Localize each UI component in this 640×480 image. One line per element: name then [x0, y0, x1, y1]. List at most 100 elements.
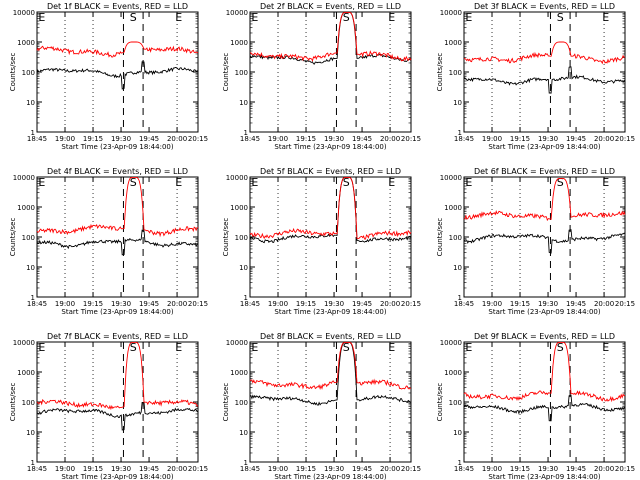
x-tick-label: 19:30	[111, 135, 131, 143]
x-tick-label: 18:45	[27, 135, 47, 143]
interval-marker-s: S	[557, 11, 564, 24]
y-tick-label: 1	[31, 129, 35, 137]
plot-frame	[249, 176, 412, 298]
x-tick-label: 19:45	[566, 300, 586, 308]
interval-marker-e: E	[602, 176, 609, 189]
y-axis-label: Counts/sec	[9, 383, 17, 422]
x-tick-label: 19:15	[296, 300, 316, 308]
y-tick-label: 100	[22, 399, 35, 407]
y-tick-label: 100	[449, 234, 462, 242]
y-axis-label: Counts/sec	[222, 383, 230, 422]
y-tick-label: 1	[244, 129, 248, 137]
y-tick-label: 1000	[230, 369, 248, 377]
x-tick-label: 18:45	[454, 300, 474, 308]
y-tick-label: 10000	[440, 174, 462, 182]
x-tick-label: 19:30	[538, 465, 558, 473]
interval-marker-s: S	[130, 341, 137, 354]
x-tick-label: 20:15	[615, 135, 635, 143]
series-events-line	[463, 66, 626, 94]
panel-title: Det 5f BLACK = Events, RED = LLD	[260, 167, 401, 176]
panel-5: Det 5f BLACK = Events, RED = LLD 1 10 100 10…	[222, 167, 421, 316]
y-tick-label: 100	[235, 234, 248, 242]
x-tick-label: 19:15	[510, 135, 530, 143]
y-tick-label: 1	[31, 459, 35, 467]
plot-frame	[463, 11, 626, 133]
panel-9: Det 9f BLACK = Events, RED = LLD 1 10 100 10…	[436, 332, 635, 480]
series-events-line	[463, 394, 625, 422]
y-tick-label: 10000	[13, 339, 35, 347]
y-tick-label: 100	[449, 399, 462, 407]
series-lld-line	[249, 176, 412, 240]
y-tick-label: 1	[458, 294, 462, 302]
x-tick-label: 19:00	[268, 465, 288, 473]
y-tick-label: 10	[26, 264, 35, 272]
y-tick-label: 1	[244, 294, 248, 302]
interval-marker-e: E	[175, 176, 182, 189]
y-tick-label: 10000	[226, 9, 248, 17]
series-events-line	[249, 11, 412, 65]
x-tick-label: 19:00	[55, 465, 75, 473]
x-tick-label: 20:15	[188, 300, 208, 308]
x-tick-label: 19:00	[268, 135, 288, 143]
x-axis-label: Start Time (23-Apr-09 18:44:00)	[488, 143, 600, 151]
series-lld-line	[36, 341, 198, 411]
series-lld-line	[463, 41, 626, 65]
x-tick-label: 20:15	[188, 135, 208, 143]
x-tick-label: 19:30	[324, 300, 344, 308]
series-events-line	[37, 401, 199, 431]
x-tick-label: 20:15	[615, 465, 635, 473]
y-tick-label: 1	[31, 294, 35, 302]
y-axis-label: Counts/sec	[9, 218, 17, 257]
series-lld-line	[36, 41, 199, 58]
x-tick-label: 19:15	[510, 465, 530, 473]
interval-marker-e: E	[251, 11, 258, 24]
x-tick-label: 18:45	[240, 300, 260, 308]
x-axis-label: Start Time (23-Apr-09 18:44:00)	[488, 473, 600, 480]
x-tick-label: 20:00	[380, 300, 400, 308]
x-tick-label: 20:00	[380, 465, 400, 473]
interval-marker-e: E	[38, 341, 45, 354]
interval-marker-s: S	[130, 11, 137, 24]
y-tick-label: 10	[239, 429, 248, 437]
x-axis-label: Start Time (23-Apr-09 18:44:00)	[274, 473, 386, 480]
interval-marker-e: E	[465, 176, 472, 189]
y-tick-label: 10000	[440, 9, 462, 17]
x-tick-label: 20:00	[167, 300, 187, 308]
x-tick-label: 20:15	[401, 465, 421, 473]
series-lld-line	[463, 177, 626, 222]
interval-marker-s: S	[557, 341, 564, 354]
x-axis-label: Start Time (23-Apr-09 18:44:00)	[61, 308, 173, 316]
interval-marker-e: E	[388, 341, 395, 354]
panel-title: Det 9f BLACK = Events, RED = LLD	[474, 332, 615, 341]
x-tick-label: 19:30	[111, 300, 131, 308]
panel-2: Det 2f BLACK = Events, RED = LLD 1 10 100 10…	[222, 2, 421, 151]
y-tick-label: 10000	[13, 9, 35, 17]
x-tick-label: 19:00	[55, 300, 75, 308]
panel-title: Det 8f BLACK = Events, RED = LLD	[260, 332, 401, 341]
interval-marker-e: E	[175, 341, 182, 354]
x-axis-label: Start Time (23-Apr-09 18:44:00)	[274, 308, 386, 316]
panel-1: Det 1f BLACK = Events, RED = LLD 1 10 100 10…	[9, 2, 208, 151]
plot-frame	[463, 341, 626, 463]
x-tick-label: 20:15	[401, 135, 421, 143]
x-tick-label: 18:45	[27, 300, 47, 308]
interval-marker-e: E	[602, 11, 609, 24]
series-lld-line	[36, 176, 199, 238]
y-tick-label: 10	[453, 429, 462, 437]
interval-marker-s: S	[343, 341, 350, 354]
y-tick-label: 1	[458, 129, 462, 137]
y-tick-label: 100	[449, 69, 462, 77]
x-tick-label: 19:30	[324, 135, 344, 143]
x-tick-label: 19:30	[324, 465, 344, 473]
interval-marker-e: E	[465, 341, 472, 354]
y-tick-label: 1000	[444, 369, 462, 377]
x-tick-label: 20:00	[594, 465, 614, 473]
y-tick-label: 10000	[226, 339, 248, 347]
x-tick-label: 18:45	[240, 465, 260, 473]
panel-3: Det 3f BLACK = Events, RED = LLD 1 10 100 10…	[436, 2, 635, 151]
x-tick-label: 20:00	[167, 135, 187, 143]
x-tick-label: 18:45	[454, 465, 474, 473]
y-tick-label: 10	[453, 99, 462, 107]
x-tick-label: 19:15	[83, 135, 103, 143]
interval-marker-e: E	[602, 341, 609, 354]
